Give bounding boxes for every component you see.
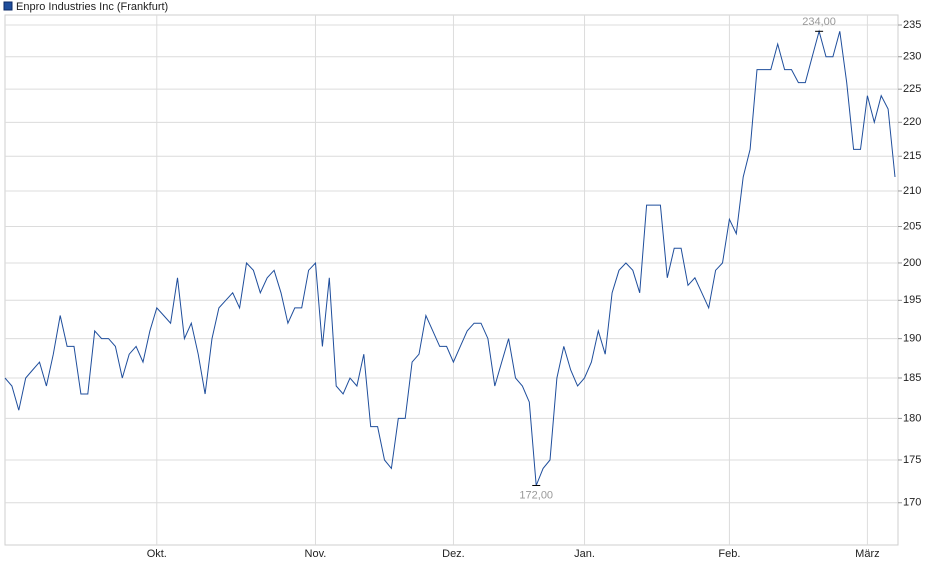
price-line (4, 29, 896, 486)
legend-swatch (3, 1, 13, 11)
y-tick-label: 230 (903, 51, 921, 63)
y-tick-label: 225 (903, 83, 921, 95)
y-tick-label: 210 (903, 185, 921, 197)
x-tick-label: Dez. (442, 548, 465, 560)
x-tick-label: Jan. (574, 548, 595, 560)
x-tick-label: Nov. (305, 548, 327, 560)
y-tick-label: 180 (903, 412, 921, 424)
y-tick-label: 235 (903, 19, 921, 31)
y-tick-label: 170 (903, 497, 921, 509)
y-tick-label: 195 (903, 294, 921, 306)
plot-frame (4, 14, 899, 546)
y-tick-label: 200 (903, 257, 921, 269)
y-tick-label: 190 (903, 333, 921, 345)
y-tick-label: 185 (903, 372, 921, 384)
y-tick-label: 220 (903, 116, 921, 128)
y-tick-label: 215 (903, 150, 921, 162)
max-label: 234,00 (802, 16, 836, 28)
min-label: 172,00 (519, 489, 553, 501)
x-tick-label: März (855, 548, 879, 560)
x-tick-label: Okt. (147, 548, 167, 560)
x-tick-label: Feb. (718, 548, 740, 560)
y-tick-label: 175 (903, 454, 921, 466)
legend-label: Enpro Industries Inc (Frankfurt) (16, 1, 168, 13)
y-tick-label: 205 (903, 220, 921, 232)
